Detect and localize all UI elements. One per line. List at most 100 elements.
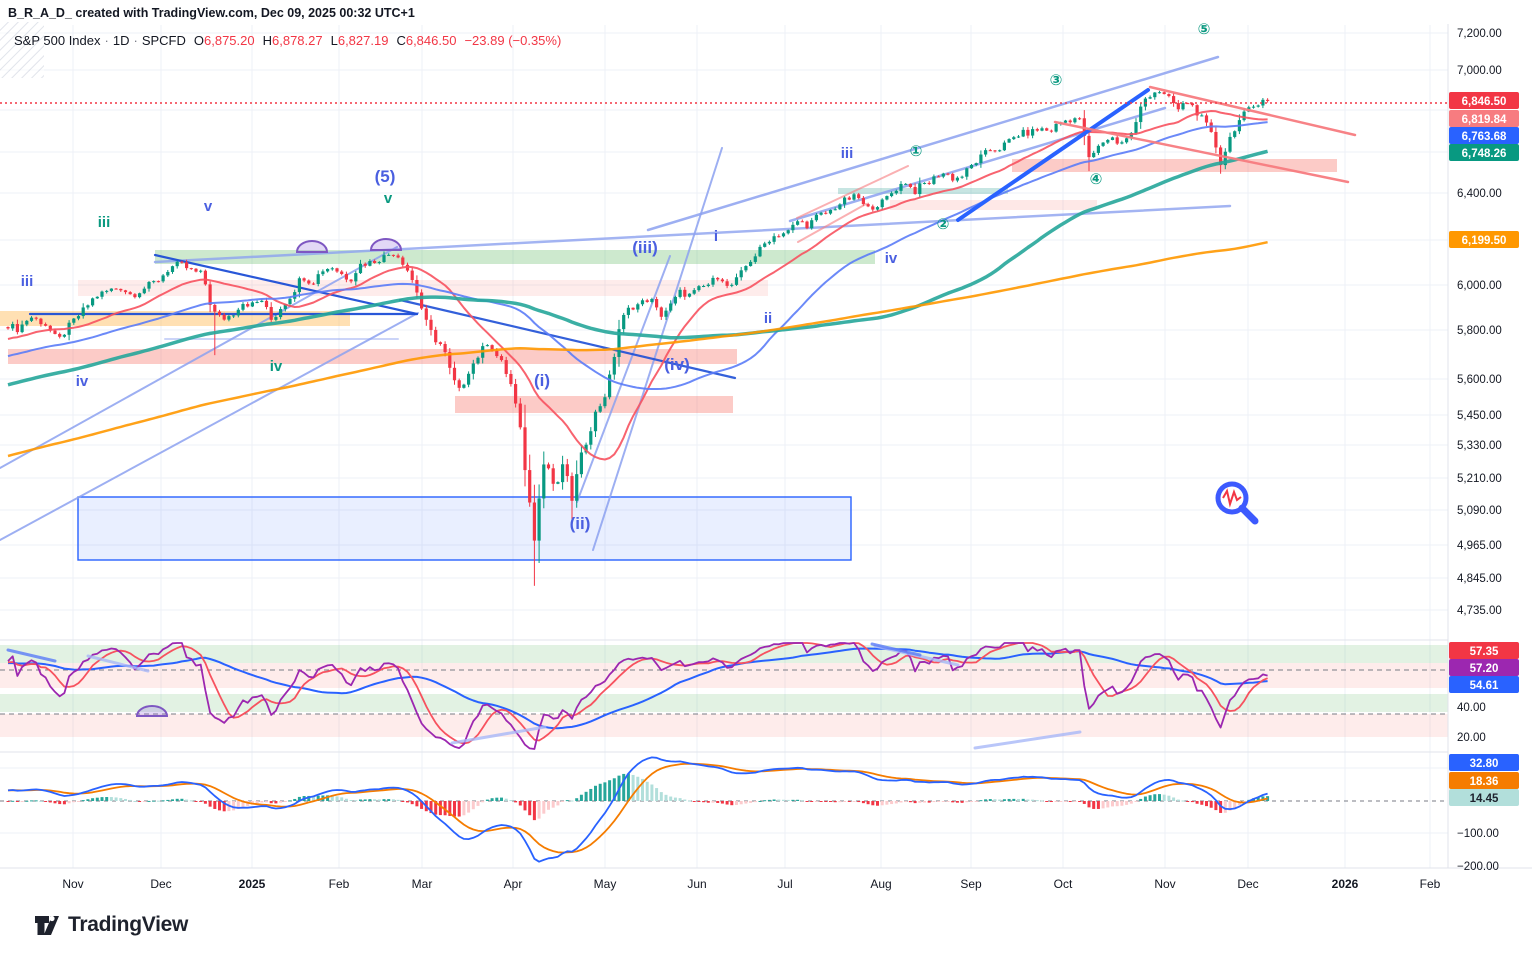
wave-top-arcs [295, 238, 403, 253]
price-tick-label: 40.00 [1457, 702, 1486, 714]
time-tick-label: Dec [1237, 877, 1258, 891]
wave-label[interactable]: ii [764, 310, 772, 327]
wave-label[interactable]: v [384, 190, 393, 207]
oscillator-fast-line[interactable] [7, 642, 1268, 750]
price-axis[interactable]: 7,200.00 7,000.00 6,400.00 6,000.00 5,800.00… [1457, 28, 1502, 873]
price-value-badge [1449, 92, 1519, 109]
wave-label[interactable]: ① [910, 143, 923, 160]
trendline[interactable] [0, 246, 398, 469]
wave-label[interactable]: iii [21, 273, 34, 290]
trendline[interactable] [153, 204, 1232, 264]
purple-arc-marker[interactable] [135, 705, 169, 717]
ma20-line[interactable] [7, 110, 1268, 461]
time-tick-label: May [594, 877, 617, 891]
macd-histogram [6, 773, 1270, 821]
zone-rect[interactable] [8, 349, 737, 364]
wave-label[interactable]: ③ [1050, 72, 1063, 89]
wave-label[interactable]: ⑤ [1198, 21, 1211, 38]
oscillator-lines [6, 642, 1268, 750]
macd-value-badge-label: 32.80 [1470, 758, 1499, 770]
time-tick-label: 2026 [1332, 877, 1359, 891]
zone-rect[interactable] [78, 280, 768, 296]
wave-label[interactable]: ② [937, 216, 950, 233]
wave-label[interactable]: (5) [375, 167, 396, 186]
legend-ohlc-value: 6,846.50 [405, 33, 457, 48]
price-value-badge [1449, 110, 1519, 127]
trendlines[interactable] [0, 55, 1232, 551]
price-tick-label: 5,090.00 [1457, 505, 1502, 517]
time-tick-label: 2025 [239, 877, 266, 891]
legend-exchange[interactable]: SPCFD [141, 33, 186, 48]
wave-label[interactable]: i [714, 228, 718, 245]
trendline[interactable] [956, 88, 1150, 222]
oscillator-trend-segment[interactable] [86, 654, 150, 673]
tradingview-logo[interactable]: TradingView [34, 912, 188, 938]
ma100-line[interactable] [7, 149, 1269, 387]
legend-symbol-title[interactable]: S&P 500 Index [14, 33, 101, 48]
macd-value-badge-label: 14.45 [1470, 793, 1499, 805]
ma50-line[interactable] [7, 121, 1268, 390]
zone-rect[interactable] [455, 396, 733, 413]
price-value-badge-label: 6,748.26 [1462, 148, 1507, 160]
price-tick-label: 5,330.00 [1457, 440, 1502, 452]
trendline[interactable] [398, 298, 737, 380]
time-tick-label: Oct [1054, 877, 1073, 891]
tradingview-logo-icon [35, 915, 59, 935]
time-tick-label: Nov [1154, 877, 1175, 891]
price-tick-label: 6,000.00 [1457, 280, 1502, 292]
trendline[interactable] [0, 312, 419, 541]
macd-value-badge-label: 18.36 [1470, 776, 1499, 788]
trendline[interactable] [796, 165, 909, 219]
legend-ohlc-key: C [396, 33, 406, 48]
zone-rect[interactable] [838, 188, 1008, 194]
wave-label[interactable]: (iv) [664, 355, 690, 374]
symbol-legend: S&P 500 Index · 1D · SPCFD O6,875.20 H6,878.27… [14, 33, 561, 48]
rsi-value-badge-label: 54.61 [1470, 680, 1499, 692]
ma200-line[interactable] [7, 240, 1268, 458]
oscillator-trend-segment[interactable] [973, 730, 1082, 750]
oscillator-signal-line[interactable] [7, 642, 1268, 745]
macd-value-badge [1449, 754, 1519, 771]
wave-label[interactable]: iv [270, 358, 283, 375]
oscillator-trend-segment[interactable] [450, 725, 547, 745]
corner-hatch-decoration [0, 22, 44, 78]
oscillator-slow-line[interactable] [8, 647, 1268, 730]
purple-arc-marker[interactable] [295, 240, 329, 253]
time-tick-label: Feb [329, 877, 350, 891]
wave-ii-target-box[interactable] [77, 496, 852, 561]
pulse-magnifier-icon [1215, 481, 1259, 525]
wave-label[interactable]: (iii) [632, 238, 658, 257]
purple-arc-marker[interactable] [369, 238, 403, 251]
oscillator-trend-segment[interactable] [870, 642, 922, 657]
price-tick-label: 7,000.00 [1457, 65, 1502, 77]
wave-label[interactable]: (ii) [570, 514, 591, 533]
wave-label[interactable]: (i) [534, 371, 550, 390]
wave-label[interactable]: iii [841, 145, 854, 162]
wave-label[interactable]: iv [885, 250, 898, 267]
legend-ohlc-key: H [262, 33, 272, 48]
time-axis[interactable]: Nov Dec 2025 Feb Mar Apr May Jun Jul Aug Sep Oct Nov… [62, 877, 1440, 891]
rsi-value-badge [1449, 659, 1519, 676]
moving-average-lines [7, 110, 1269, 461]
overlay-trendlines[interactable] [796, 85, 1357, 243]
legend-separator: · [133, 33, 138, 48]
wave-label[interactable]: v [204, 198, 213, 215]
price-tick-label: −200.00 [1457, 861, 1499, 873]
rsi-value-badge [1449, 676, 1519, 693]
trendline[interactable] [1053, 120, 1350, 184]
trendline[interactable] [797, 203, 867, 243]
wave-label[interactable]: iii [98, 214, 111, 231]
trendline[interactable] [1148, 85, 1357, 137]
legend-ohlc-value: 6,827.19 [337, 33, 389, 48]
legend-interval[interactable]: 1D [112, 33, 130, 48]
wave-label[interactable]: ④ [1090, 171, 1103, 188]
macd-line[interactable] [7, 756, 1268, 863]
oscillator-trend-segment[interactable] [6, 648, 57, 663]
time-tick-label: Aug [870, 877, 891, 891]
trendline[interactable] [646, 55, 1220, 232]
zone-rect[interactable] [890, 200, 1097, 210]
wave-label[interactable]: iv [76, 373, 89, 390]
trendline[interactable] [576, 255, 671, 503]
